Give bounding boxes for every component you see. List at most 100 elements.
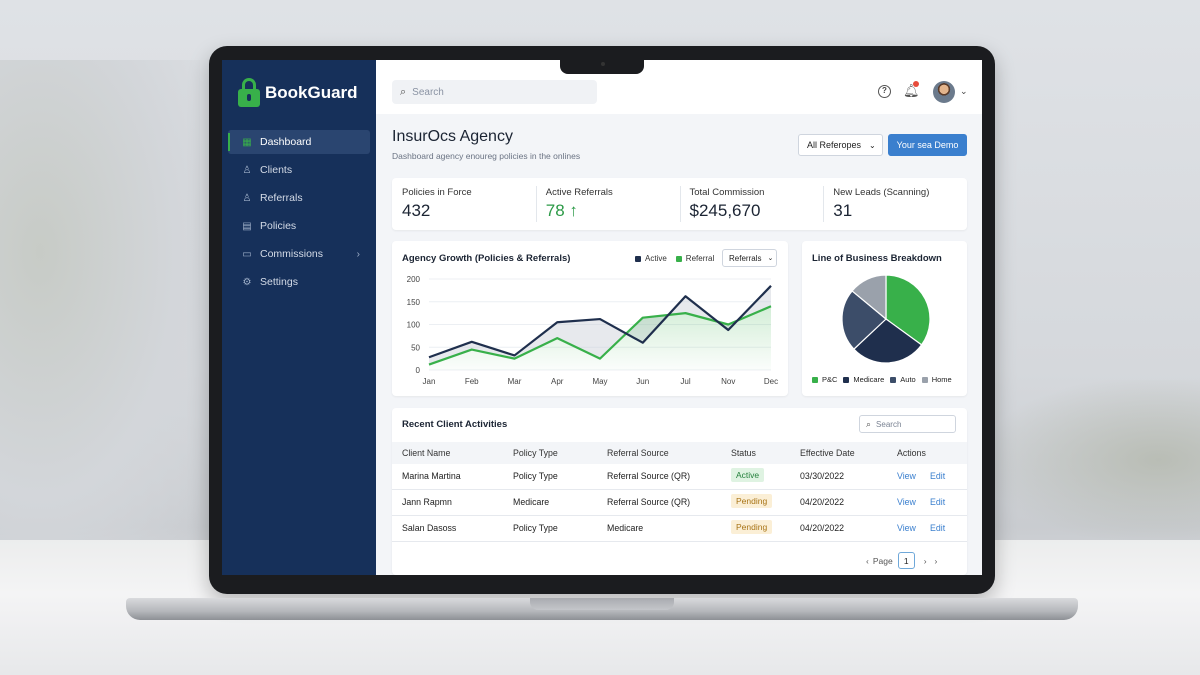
page-subtitle: Dashboard agency enoureg policies in the…	[392, 151, 581, 161]
sidebar-item-label: Policies	[260, 220, 297, 232]
lock-icon	[238, 78, 260, 108]
chevron-down-icon[interactable]: ⌄	[960, 86, 968, 96]
table-row[interactable]: Marina Martina Policy Type Referral Sour…	[392, 464, 967, 490]
sidebar-item-clients[interactable]: ♙ Clients	[228, 158, 370, 182]
view-link[interactable]: View	[897, 497, 916, 507]
column-header: Policy Type	[513, 448, 558, 458]
brand[interactable]: BookGuard	[238, 78, 358, 108]
sidebar-nav: ▦ Dashboard ♙ Clients ♙ Referrals ▤ Poli…	[228, 130, 370, 298]
chevron-right-icon[interactable]: ›	[934, 555, 938, 566]
legend-item: Home	[921, 375, 952, 384]
sidebar-item-referrals[interactable]: ♙ Referrals	[228, 186, 370, 210]
referral-source: Referral Source (QR)	[607, 471, 691, 481]
notification-dot	[913, 81, 919, 87]
legend-item: P&C	[812, 375, 837, 384]
legend-swatch	[812, 376, 818, 383]
avatar[interactable]	[933, 81, 955, 103]
referral-source: Referral Source (QR)	[607, 497, 691, 507]
series-line-active	[428, 285, 772, 359]
column-header: Effective Date	[800, 448, 855, 458]
line-of-business-card: Line of Business Breakdown P&C Medicare Au…	[802, 241, 967, 396]
table-row[interactable]: Salan Dasoss Policy Type Medicare Pendin…	[392, 516, 967, 542]
legend-item-referral: Referral	[675, 254, 715, 263]
legend-label: Medicare	[853, 375, 885, 384]
legend-item-active: Active	[635, 254, 667, 263]
legend-swatch	[921, 376, 928, 383]
background-blur-right	[990, 380, 1200, 540]
column-header: Referral Source	[607, 448, 669, 458]
referral-source: Medicare	[607, 523, 644, 533]
policy-type: Medicare	[513, 497, 550, 507]
search-icon: ⌕	[866, 418, 872, 429]
sidebar-item-commissions[interactable]: ▭ Commissions ›	[228, 242, 370, 266]
sidebar-item-label: Clients	[260, 164, 293, 176]
topbar: ⌕ Search ? 🔔︎ ⌄	[376, 60, 982, 114]
legend-label: Active	[645, 254, 667, 263]
y-tick-label: 100	[407, 321, 421, 330]
client-name: Jann Rapmn	[402, 497, 452, 507]
pie-slice-medicare	[853, 318, 923, 364]
demo-button[interactable]: Your sea Demo	[888, 134, 967, 156]
pie-slice-home	[851, 274, 887, 321]
series-line-referral	[428, 305, 772, 366]
edit-link[interactable]: Edit	[930, 471, 946, 481]
x-tick-label: Nov	[721, 377, 735, 386]
policy-type: Policy Type	[513, 471, 558, 481]
laptop-screen: BookGuard ▦ Dashboard ♙ Clients ♙ Referr…	[222, 60, 982, 575]
column-header: Client Name	[402, 448, 451, 458]
chart-legend: Active Referral	[635, 254, 723, 263]
current-page[interactable]: 1	[897, 552, 915, 569]
main-content: ⌕ Search ? 🔔︎ ⌄ InsurOcs Agency Dashboar…	[376, 60, 982, 575]
sidebar-item-policies[interactable]: ▤ Policies	[228, 214, 370, 238]
legend-label: Auto	[900, 375, 916, 384]
line-of-business-pie	[841, 274, 931, 364]
sidebar-item-settings[interactable]: ⚙ Settings	[228, 270, 370, 294]
kpi-policies-in-force: Policies in Force 432	[392, 178, 536, 230]
kpi-active-referrals: Active Referrals 78 ↑	[535, 178, 680, 230]
kpi-label: Policies in Force	[402, 187, 472, 198]
search-placeholder: Search	[876, 419, 902, 429]
column-header: Status	[731, 448, 756, 458]
chevron-right-icon[interactable]: ›	[923, 555, 927, 566]
users-icon: ♙	[242, 164, 252, 176]
search-input[interactable]: ⌕ Search	[392, 80, 597, 104]
kpi-label: Total Commission	[689, 187, 765, 198]
agency-growth-card: Agency Growth (Policies & Referrals) Act…	[392, 241, 788, 396]
kpi-new-leads: New Leads (Scanning) 31	[823, 178, 967, 230]
legend-item: Medicare	[843, 375, 884, 384]
pie-slice-auto	[841, 290, 887, 350]
view-link[interactable]: View	[897, 471, 916, 481]
search-placeholder: Search	[412, 86, 444, 98]
chart-title: Agency Growth (Policies & Referrals)	[402, 253, 571, 264]
referrals-filter-dropdown[interactable]: All Referopes ⌄	[798, 134, 883, 156]
sidebar-item-dashboard[interactable]: ▦ Dashboard	[228, 130, 370, 154]
client-name: Marina Martina	[402, 471, 461, 481]
status-badge: Active	[731, 468, 765, 482]
policy-type: Policy Type	[513, 523, 558, 533]
x-tick-label: Feb	[465, 377, 479, 386]
chevron-left-icon[interactable]: ‹	[866, 555, 869, 566]
status-badge: Pending	[731, 494, 773, 508]
kpi-total-commission: Total Commission $245,670	[679, 178, 824, 230]
x-tick-label: Jan	[423, 377, 436, 386]
series-band-area	[429, 285, 771, 365]
edit-link[interactable]: Edit	[930, 497, 946, 507]
table-search-input[interactable]: ⌕ Search	[859, 415, 956, 433]
table-row[interactable]: Jann Rapmn Medicare Referral Source (QR)…	[392, 490, 967, 516]
laptop-base-notch	[530, 598, 674, 610]
y-tick-label: 150	[407, 298, 421, 307]
series-select[interactable]: Referrals ⌄	[722, 249, 777, 267]
view-link[interactable]: View	[897, 523, 916, 533]
status-badge: Pending	[731, 520, 773, 534]
pie-legend: P&C Medicare Auto Home	[812, 375, 958, 384]
x-tick-label: May	[592, 377, 607, 386]
camera-icon	[601, 62, 605, 66]
help-icon[interactable]: ?	[878, 85, 891, 98]
pagination: ‹ Page 1 › ›	[862, 552, 941, 569]
client-name: Salan Dasoss	[402, 523, 457, 533]
legend-label: Referral	[685, 254, 715, 263]
growth-line-chart: 0 50 100 150 200 Jan Feb Mar Apr May Jun Jul Nov Dec	[407, 275, 778, 386]
sidebar-item-label: Commissions	[260, 248, 324, 260]
kpi-value: 78 ↑	[545, 201, 578, 220]
edit-link[interactable]: Edit	[930, 523, 946, 533]
